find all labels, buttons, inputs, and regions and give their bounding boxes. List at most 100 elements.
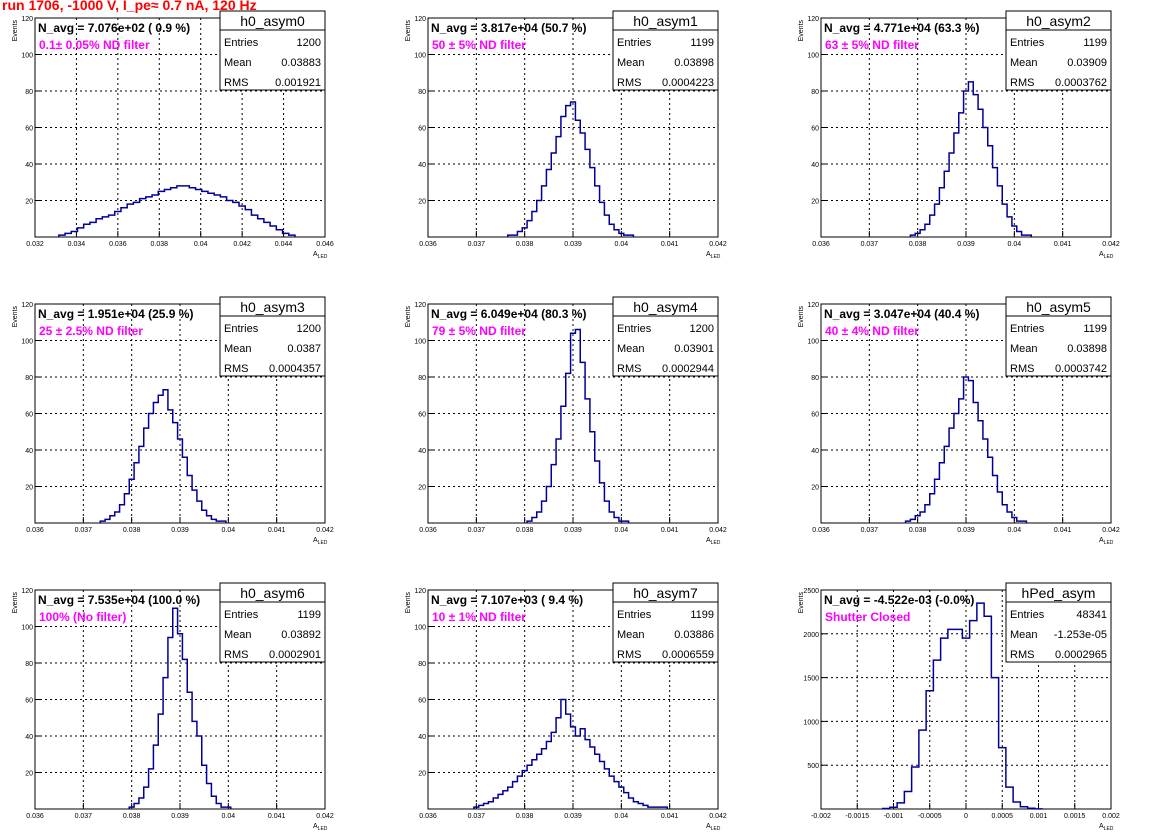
stat-value-entries: 1199 bbox=[690, 37, 714, 49]
x-tick-label: 0.036 bbox=[419, 527, 437, 534]
y-tick-label: 120 bbox=[21, 588, 33, 595]
y-tick-label: 60 bbox=[811, 126, 819, 133]
x-axis-title: ALED bbox=[313, 251, 328, 260]
x-tick-label: 0.037 bbox=[75, 527, 93, 534]
x-tick-label: 0.042 bbox=[709, 813, 727, 820]
x-tick-label: 0.039 bbox=[564, 527, 582, 534]
stats-box bbox=[1005, 315, 1112, 377]
y-tick-label: 120 bbox=[807, 16, 819, 23]
stat-label-mean: Mean bbox=[1010, 629, 1038, 641]
stat-value-rms: 0.0002944 bbox=[662, 363, 714, 375]
y-tick-label: 80 bbox=[25, 89, 33, 96]
stat-value-mean: 0.03892 bbox=[281, 629, 321, 641]
y-axis-title: Events bbox=[798, 20, 805, 42]
x-axis-subscript: LED bbox=[1104, 540, 1114, 546]
stat-label-mean: Mean bbox=[617, 629, 645, 641]
y-tick-label: 80 bbox=[418, 89, 426, 96]
x-axis-subscript: LED bbox=[1104, 826, 1114, 832]
y-tick-label: 40 bbox=[811, 162, 819, 169]
x-tick-label: 0.04 bbox=[615, 241, 629, 248]
x-tick-label: 0.038 bbox=[516, 527, 534, 534]
histogram-panel-h0_asym7: 0.036 0.037 0.038 0.039 0.04 0.041 0.042 20 40 60… bbox=[405, 582, 727, 832]
y-tick-label: 40 bbox=[25, 734, 33, 741]
y-tick-label: 20 bbox=[811, 199, 819, 206]
y-tick-label: 100 bbox=[807, 53, 819, 60]
x-tick-label: 0.04 bbox=[222, 813, 236, 820]
navg-label: N_avg = 7.076e+02 ( 0.9 %) bbox=[38, 21, 190, 35]
stat-value-mean: -1.253e-05 bbox=[1054, 629, 1107, 641]
stat-value-rms: 0.0004223 bbox=[662, 77, 714, 89]
y-tick-label: 2500 bbox=[803, 588, 819, 595]
y-axis-title: Events bbox=[12, 592, 19, 614]
y-tick-label: 20 bbox=[418, 485, 426, 492]
y-tick-label: 120 bbox=[807, 302, 819, 309]
histogram-line bbox=[526, 328, 630, 523]
stat-value-mean: 0.03886 bbox=[674, 629, 714, 641]
x-tick-label: 0.0005 bbox=[992, 813, 1014, 820]
x-axis-title: ALED bbox=[706, 251, 721, 260]
filter-note: 25 ± 2.5% ND filter bbox=[39, 324, 143, 338]
x-tick-label: 0.042 bbox=[709, 241, 727, 248]
y-tick-label: 120 bbox=[414, 16, 426, 23]
y-axis-title: Events bbox=[405, 592, 412, 614]
x-tick-label: -0.001 bbox=[884, 813, 904, 820]
y-tick-label: 100 bbox=[21, 625, 33, 632]
x-axis-title: ALED bbox=[706, 823, 721, 832]
y-axis-title: Events bbox=[405, 20, 412, 42]
y-tick-label: 100 bbox=[414, 625, 426, 632]
x-tick-label: 0.039 bbox=[957, 527, 975, 534]
x-tick-label: 0.037 bbox=[468, 813, 486, 820]
stat-value-entries: 48341 bbox=[1076, 609, 1107, 621]
x-axis-subscript: LED bbox=[318, 254, 328, 260]
histogram-line bbox=[99, 389, 227, 523]
x-axis-subscript: LED bbox=[318, 826, 328, 832]
stat-label-rms: RMS bbox=[224, 77, 248, 89]
stat-value-entries: 1199 bbox=[1083, 323, 1107, 335]
y-axis-title: Events bbox=[12, 20, 19, 42]
x-tick-label: 0.034 bbox=[68, 241, 86, 248]
stat-label-rms: RMS bbox=[617, 649, 641, 661]
histogram-name: h0_asym3 bbox=[240, 299, 305, 315]
stat-value-rms: 0.0002965 bbox=[1055, 649, 1107, 661]
x-tick-label: 0.039 bbox=[564, 813, 582, 820]
histogram-line bbox=[507, 101, 635, 237]
y-tick-label: 60 bbox=[418, 698, 426, 705]
x-tick-label: -0.002 bbox=[811, 813, 831, 820]
x-tick-label: 0.04 bbox=[615, 813, 629, 820]
x-tick-label: 0.039 bbox=[171, 813, 189, 820]
y-tick-label: 120 bbox=[414, 302, 426, 309]
y-tick-label: 60 bbox=[418, 126, 426, 133]
x-tick-label: 0.041 bbox=[661, 241, 679, 248]
x-tick-label: -0.0005 bbox=[918, 813, 942, 820]
y-tick-label: 80 bbox=[418, 375, 426, 382]
y-tick-label: 120 bbox=[414, 588, 426, 595]
x-tick-label: 0.041 bbox=[268, 813, 286, 820]
stat-label-rms: RMS bbox=[224, 363, 248, 375]
y-tick-label: 500 bbox=[807, 763, 819, 770]
navg-label: N_avg = 3.047e+04 (40.4 %) bbox=[824, 307, 979, 321]
y-tick-label: 40 bbox=[418, 448, 426, 455]
y-tick-label: 20 bbox=[25, 485, 33, 492]
stat-label-mean: Mean bbox=[1010, 343, 1038, 355]
x-tick-label: 0.04 bbox=[222, 527, 236, 534]
y-axis-title: Events bbox=[798, 592, 805, 614]
histogram-name: h0_asym4 bbox=[633, 299, 698, 315]
x-tick-label: 0.036 bbox=[26, 813, 44, 820]
stat-label-entries: Entries bbox=[1010, 323, 1045, 335]
stat-label-entries: Entries bbox=[224, 323, 259, 335]
filter-note: 0.1± 0.05% ND filter bbox=[39, 38, 150, 52]
y-tick-label: 100 bbox=[807, 339, 819, 346]
stats-box bbox=[612, 315, 719, 377]
navg-label: N_avg = 7.535e+04 (100.0 %) bbox=[38, 593, 200, 607]
stat-label-entries: Entries bbox=[617, 37, 652, 49]
filter-note: 100% (No filter) bbox=[39, 610, 126, 624]
stat-label-mean: Mean bbox=[617, 57, 645, 69]
stat-label-mean: Mean bbox=[1010, 57, 1038, 69]
y-tick-label: 60 bbox=[25, 698, 33, 705]
x-axis-subscript: LED bbox=[711, 540, 721, 546]
y-tick-label: 20 bbox=[25, 199, 33, 206]
stats-box bbox=[219, 29, 326, 91]
stat-label-rms: RMS bbox=[1010, 363, 1034, 375]
x-tick-label: 0.04 bbox=[615, 527, 629, 534]
x-tick-label: 0.037 bbox=[468, 241, 486, 248]
